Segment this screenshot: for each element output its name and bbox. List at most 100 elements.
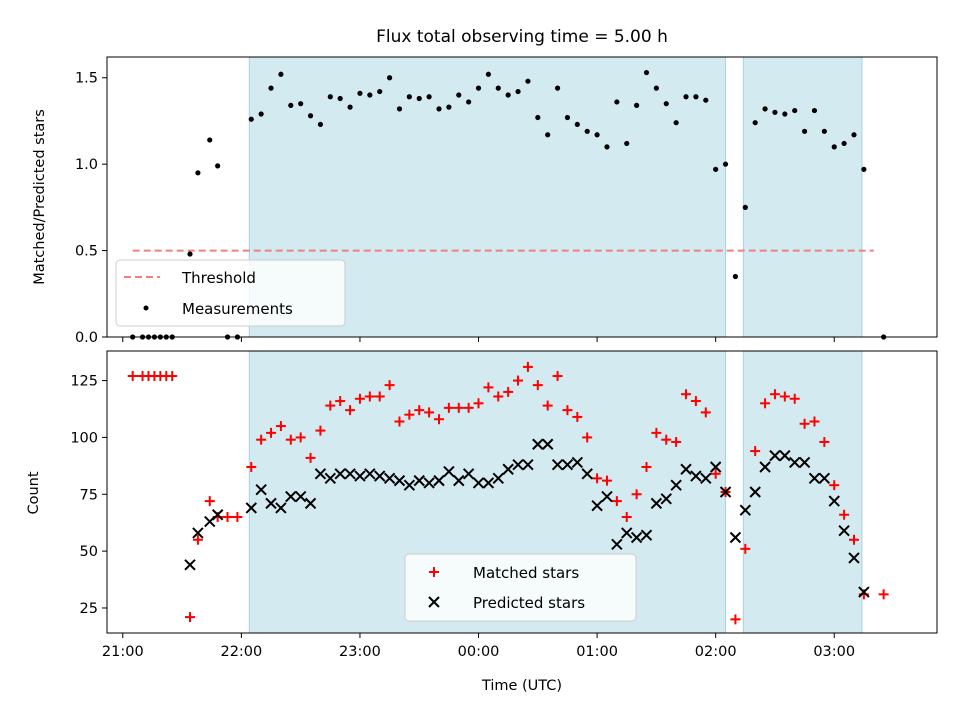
measurement-point	[466, 99, 472, 105]
matched-star-point	[345, 405, 356, 416]
matched-star-point	[631, 489, 642, 500]
measurement-point	[594, 132, 600, 138]
matched-star-point	[192, 534, 203, 545]
predicted-star-point	[798, 456, 811, 469]
measurement-point	[406, 94, 412, 100]
matched-star-point	[601, 475, 612, 486]
measurements-legend-swatch	[143, 305, 149, 311]
matched-star-point	[513, 375, 524, 386]
predicted-star-point	[739, 504, 752, 516]
predicted-star-point	[551, 459, 564, 471]
bottom-x-axis: 21:00 22:00 23:00 00:00 01:00 02:00 03:00	[102, 633, 855, 660]
matched-star-point	[232, 512, 243, 523]
matched-star-point	[789, 393, 800, 404]
measurement-point	[416, 95, 422, 102]
predicted-star-point	[275, 502, 287, 514]
top-legend-box	[115, 259, 346, 327]
bottom-legend-box	[404, 553, 637, 622]
predicted-star-point	[660, 493, 672, 505]
matched-star-point	[839, 509, 850, 520]
measurement-point	[732, 273, 739, 280]
matched-star-point	[414, 405, 425, 416]
measurement-point	[574, 121, 580, 128]
y-tick-label: 125	[70, 374, 98, 390]
measurement-point	[742, 204, 748, 210]
measurement-point	[762, 106, 768, 112]
x-tick-label: 02:00	[695, 644, 737, 660]
predicted-star-point	[838, 524, 850, 537]
predicted-star-point	[630, 531, 643, 544]
matched-star-point	[285, 434, 296, 445]
measurement-point	[327, 94, 333, 100]
top-panel: 0.0 0.5 1.0 1.5 Flux total observing time =…	[32, 27, 938, 346]
matched-star-point	[661, 434, 672, 445]
predicted-star-point	[601, 490, 613, 503]
x-tick-label: 01:00	[576, 644, 618, 660]
measurement-point	[248, 116, 254, 122]
matched-star-point	[394, 416, 405, 427]
measurement-point	[495, 85, 501, 91]
measurement-point	[811, 107, 818, 114]
predicted-star-point	[571, 456, 584, 469]
highlight-band	[742, 56, 863, 338]
top-plot-frame	[106, 56, 938, 338]
matched-star-point	[246, 461, 257, 472]
matched-star-point	[463, 402, 474, 413]
matched-star-point	[354, 393, 365, 404]
matched-stars-points	[127, 361, 889, 625]
threshold-legend-label: Threshold	[181, 269, 256, 287]
matched-star-point	[443, 402, 454, 413]
matched-star-point	[819, 436, 830, 447]
matched-legend-swatch	[429, 567, 439, 577]
predicted-star-point	[324, 472, 337, 485]
measurement-point	[456, 92, 462, 98]
measurement-point	[337, 95, 343, 102]
predicted-star-point	[729, 531, 742, 544]
predicted-star-point	[285, 490, 297, 503]
measurement-point	[545, 132, 551, 138]
x-tick-label: 21:00	[102, 644, 144, 660]
bottom-plot-frame	[106, 350, 938, 634]
measurement-point	[317, 121, 324, 128]
y-tick-label: 50	[80, 544, 98, 560]
matched-star-point	[750, 446, 761, 457]
predicted-legend-label: Predicted stars	[473, 594, 585, 612]
predicted-star-point	[848, 552, 860, 564]
x-axis-label: Time (UTC)	[481, 678, 562, 694]
predicted-star-point	[680, 463, 692, 475]
predicted-star-point	[492, 472, 504, 485]
predicted-star-point	[818, 472, 831, 485]
matched-star-point	[829, 480, 840, 491]
predicted-star-point	[541, 438, 554, 450]
predicted-star-point	[374, 470, 386, 482]
predicted-stars-points	[184, 438, 870, 598]
matched-star-point	[503, 386, 514, 397]
measurement-point	[614, 99, 620, 105]
predicted-star-point	[453, 474, 465, 487]
measurement-point	[801, 128, 808, 134]
matched-star-point	[799, 418, 810, 429]
bottom-legend: Matched stars Predicted stars	[404, 553, 637, 622]
matched-star-point	[364, 391, 375, 402]
predicted-star-point	[522, 459, 534, 471]
predicted-star-point	[314, 468, 327, 480]
bottom-panel: 25 50 75 100 125 21:00 22:00 23:00 00:00 01:00 02…	[26, 350, 938, 694]
matched-star-point	[878, 589, 889, 600]
measurement-point	[841, 140, 847, 147]
measurement-point	[604, 144, 610, 150]
measurement-point	[505, 92, 511, 98]
matched-star-point	[572, 411, 583, 422]
matched-star-point	[779, 391, 790, 402]
measurement-point	[772, 109, 778, 115]
predicted-star-point	[304, 497, 317, 510]
predicted-star-point	[472, 477, 485, 489]
measurement-point	[722, 161, 729, 167]
measurement-point	[683, 94, 689, 100]
matched-star-point	[532, 380, 543, 391]
measurement-point	[564, 114, 571, 121]
predicted-star-point	[462, 468, 475, 480]
matched-star-point	[424, 407, 435, 418]
matched-star-point	[700, 407, 711, 418]
predicted-star-point	[211, 509, 224, 521]
y-tick-label: 1.5	[75, 71, 98, 87]
